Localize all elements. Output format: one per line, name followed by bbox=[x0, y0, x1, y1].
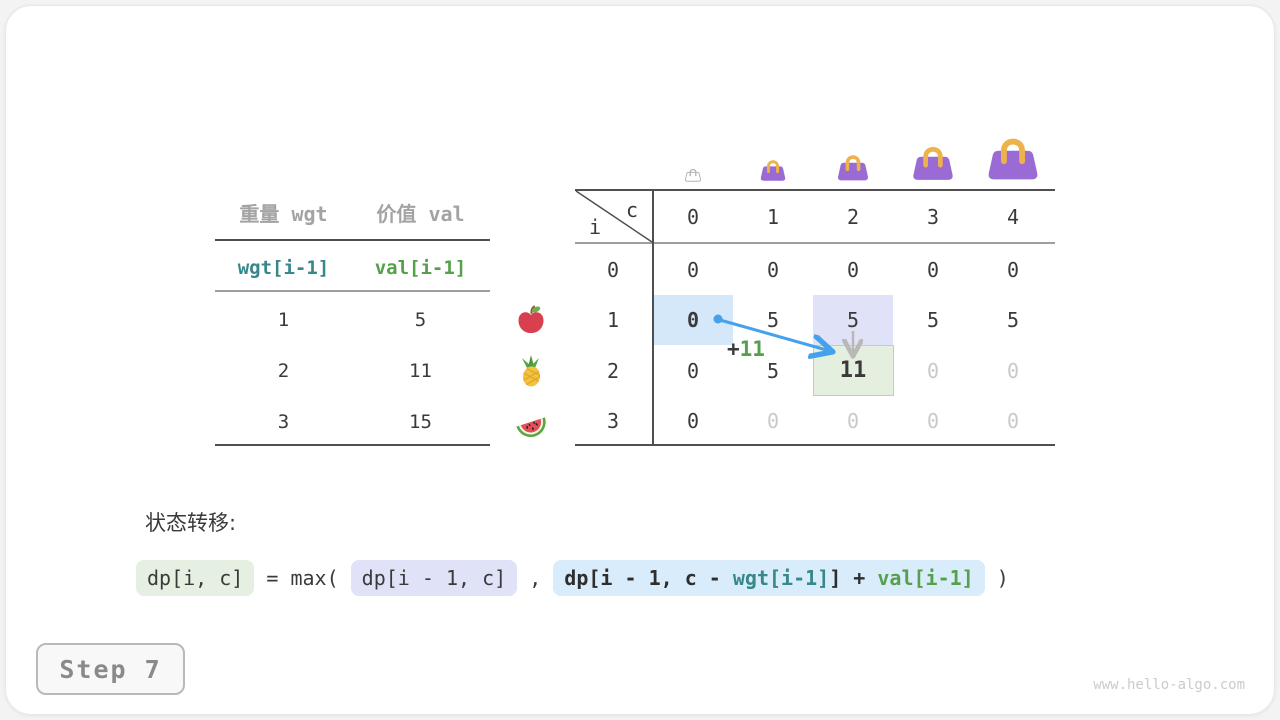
bag-medium-icon bbox=[837, 150, 869, 182]
watermark: www.hello-algo.com bbox=[1093, 677, 1245, 693]
col-header-3: 3 bbox=[926, 205, 940, 229]
dp-cell-2-2: 11 bbox=[839, 358, 867, 383]
dp-cell-0-3: 0 bbox=[926, 257, 940, 282]
dp-cell-3-2: 0 bbox=[846, 408, 860, 433]
apple-icon bbox=[514, 303, 548, 337]
col-header-1: 1 bbox=[766, 205, 780, 229]
items-table-line-mid bbox=[215, 290, 490, 292]
dp-cell-3-3: 0 bbox=[926, 408, 940, 433]
item-3-value: 15 bbox=[409, 411, 432, 433]
formula-close: ) bbox=[984, 566, 1009, 590]
items-val-formula: val[i-1] bbox=[374, 257, 467, 279]
dp-table-line-top bbox=[575, 189, 1055, 191]
dp-table-line-bottom bbox=[575, 444, 1055, 446]
bag-large-icon bbox=[912, 140, 954, 182]
transition-label: 状态转移: bbox=[145, 511, 237, 535]
dp-cell-0-2: 0 bbox=[846, 257, 860, 282]
items-col-weight-header: 重量 wgt bbox=[239, 201, 328, 226]
transfer-annotation: +11 bbox=[727, 337, 765, 361]
dp-cell-1-3: 5 bbox=[926, 308, 940, 332]
watermelon-icon bbox=[514, 405, 548, 439]
corner-row-var: i bbox=[588, 215, 602, 239]
step-badge: Step 7 bbox=[36, 643, 185, 695]
dp-cell-3-1: 0 bbox=[766, 408, 780, 433]
items-table-line-bottom bbox=[215, 444, 490, 446]
dp-cell-1-4: 5 bbox=[1006, 308, 1020, 332]
dp-cell-2-3: 0 bbox=[926, 358, 940, 383]
corner-col-var: c bbox=[625, 198, 639, 222]
items-table-line-top bbox=[215, 239, 490, 241]
item-1-value: 5 bbox=[414, 309, 427, 331]
row-header-3: 3 bbox=[606, 408, 620, 433]
dp-cell-2-4: 0 bbox=[1006, 358, 1020, 383]
dp-cell-0-4: 0 bbox=[1006, 257, 1020, 282]
row-header-1: 1 bbox=[606, 308, 620, 332]
row-header-2: 2 bbox=[606, 358, 620, 383]
formula-arg2-wgt: wgt[i-1] bbox=[732, 566, 830, 590]
items-wgt-formula: wgt[i-1] bbox=[237, 257, 330, 279]
dp-cell-1-0: 0 bbox=[686, 308, 700, 332]
dp-table-line-header bbox=[575, 242, 1055, 244]
items-col-value-header: 价值 val bbox=[376, 201, 465, 226]
item-2-weight: 2 bbox=[277, 360, 290, 382]
formula-comma: , bbox=[517, 566, 554, 590]
dp-cell-2-0: 0 bbox=[686, 358, 700, 383]
item-3-weight: 3 bbox=[277, 411, 290, 433]
col-header-4: 4 bbox=[1006, 205, 1020, 229]
dp-cell-0-1: 0 bbox=[766, 257, 780, 282]
row-header-0: 0 bbox=[606, 257, 620, 282]
dp-cell-2-1: 5 bbox=[766, 358, 780, 383]
pineapple-icon bbox=[514, 354, 548, 388]
formula-arg2-val: val[i-1] bbox=[877, 566, 974, 590]
formula-arg1: dp[i - 1, c] bbox=[350, 560, 518, 596]
annotation-plus: + bbox=[727, 337, 740, 361]
col-header-0: 0 bbox=[686, 205, 700, 229]
dp-cell-0-0: 0 bbox=[686, 257, 700, 282]
dp-table-line-vertical bbox=[652, 189, 654, 446]
annotation-value: 11 bbox=[739, 337, 765, 361]
formula-arg2-part2: ] + bbox=[829, 566, 878, 590]
formula-eq-max: = max( bbox=[254, 566, 351, 590]
item-1-weight: 1 bbox=[277, 309, 290, 331]
dp-cell-3-0: 0 bbox=[686, 408, 700, 433]
bag-xlarge-icon bbox=[987, 130, 1039, 182]
transition-formula: dp[i, c] = max( dp[i - 1, c] , dp[i - 1,… bbox=[136, 560, 1009, 596]
bag-empty-icon bbox=[685, 166, 701, 182]
bag-small-icon bbox=[760, 156, 786, 182]
dp-cell-1-2: 5 bbox=[846, 308, 860, 332]
formula-arg2: dp[i - 1, c - wgt[i-1]] + val[i-1] bbox=[553, 560, 985, 596]
col-header-2: 2 bbox=[846, 205, 860, 229]
item-2-value: 11 bbox=[409, 360, 432, 382]
dp-cell-3-4: 0 bbox=[1006, 408, 1020, 433]
formula-lhs: dp[i, c] bbox=[136, 560, 255, 596]
diagram-card bbox=[5, 5, 1275, 715]
formula-arg2-part1: dp[i - 1, c - bbox=[564, 566, 733, 590]
